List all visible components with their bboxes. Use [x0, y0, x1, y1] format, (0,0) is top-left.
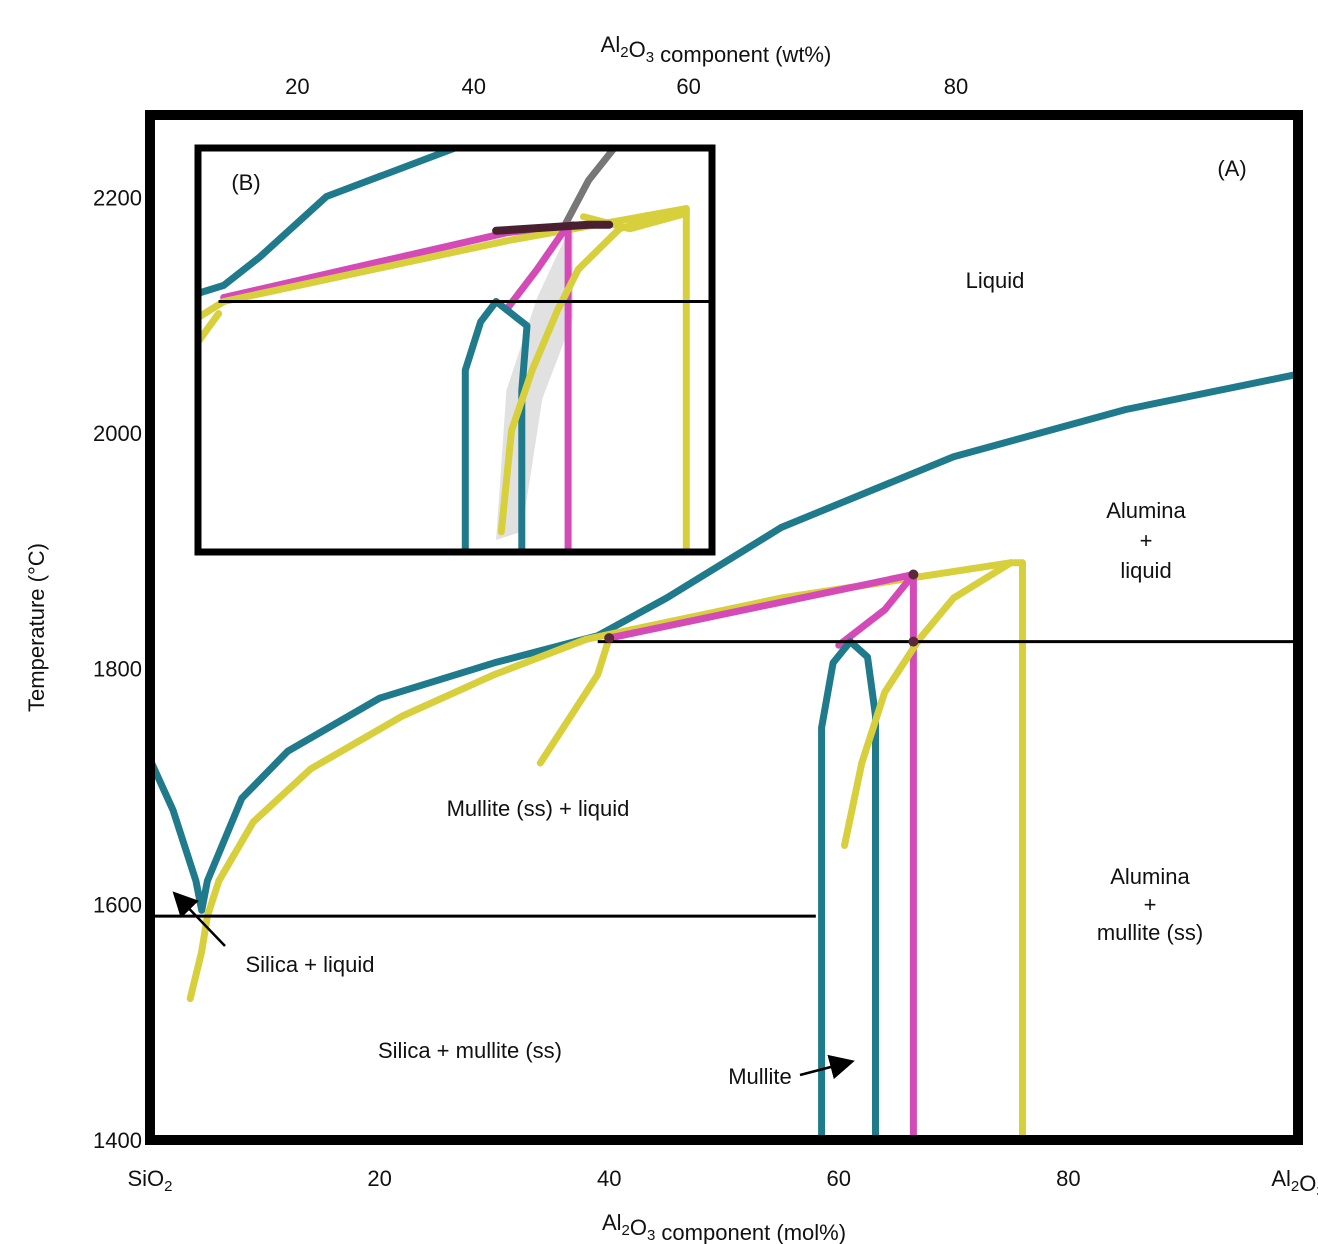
inset-frame	[194, 144, 716, 556]
inset-dark-segment	[492, 220, 614, 235]
gray-inset-curve	[559, 144, 618, 233]
region-alumina-liquid: liquid	[1120, 558, 1171, 583]
inset-panel: (B)	[194, 144, 716, 556]
yellow-phase-curve	[186, 559, 1015, 1003]
inset-background	[198, 148, 712, 552]
region-labels: (A) Liquid Alumina + liquid Mullite (ss) + li…	[172, 156, 1247, 1089]
top-tick-label: 40	[462, 74, 486, 99]
region-silica-liquid: Silica + liquid	[245, 952, 374, 977]
plot-frame	[145, 110, 1303, 1145]
magenta-inset-curve	[502, 221, 572, 556]
magenta-phase-curve	[605, 571, 917, 642]
y-tick-label: 1800	[93, 657, 142, 682]
inset-panel-label: (B)	[231, 170, 260, 195]
x-left-end-label: SiO2	[127, 1166, 172, 1195]
teal-inset-curve	[194, 144, 459, 297]
main-frame	[145, 110, 1303, 1145]
magenta-phase-curve	[835, 571, 917, 1144]
mullite-arrow	[799, 1054, 855, 1080]
teal-phase-curve	[818, 638, 879, 1144]
x-tick-label: 20	[367, 1166, 391, 1191]
y-tick-label: 2200	[93, 185, 142, 210]
region-alumina-mullite: +	[1144, 892, 1157, 917]
yellow-phase-curve	[536, 634, 613, 767]
top-tick-label: 60	[676, 74, 700, 99]
yellow-inset-curve	[497, 205, 690, 556]
x-tick-label: 60	[827, 1166, 851, 1191]
yellow-inset-curve	[580, 211, 685, 233]
tick-labels: 20 40 60 80 SiO2 Al2O3 20 40 60 80 1400 1600 1800 200…	[24, 32, 1318, 1244]
teal-inset-curve	[461, 298, 531, 556]
x-tick-label: 80	[1056, 1166, 1080, 1191]
phase-curves	[146, 370, 1302, 1144]
region-alumina-liquid: Alumina	[1106, 498, 1186, 523]
region-liquid: Liquid	[966, 268, 1025, 293]
teal-phase-curve	[146, 370, 1302, 914]
junction-point	[908, 569, 919, 580]
region-alumina-mullite: mullite (ss)	[1097, 920, 1203, 945]
region-alumina-mullite: Alumina	[1110, 864, 1190, 889]
region-silica-mullite: Silica + mullite (ss)	[378, 1038, 562, 1063]
yellow-phase-curve	[841, 559, 1026, 1144]
y-tick-label: 1600	[93, 892, 142, 917]
x-axis-title-top: Al2O3 component (wt%)	[601, 32, 832, 67]
region-alumina-liquid: +	[1140, 528, 1153, 553]
silica-liquid-arrow	[172, 891, 226, 947]
panel-label-main: (A)	[1217, 156, 1246, 181]
junction-point	[604, 633, 615, 644]
junction-point	[908, 636, 919, 647]
top-tick-label: 20	[285, 74, 309, 99]
y-axis-title: Temperature (°C)	[24, 543, 49, 712]
y-tick-label: 2000	[93, 421, 142, 446]
region-mullite: Mullite	[728, 1064, 792, 1089]
x-tick-label: 40	[597, 1166, 621, 1191]
region-mullite-liquid: Mullite (ss) + liquid	[447, 796, 630, 821]
x-right-end-label: Al2O3	[1271, 1166, 1318, 1200]
top-tick-label: 80	[944, 74, 968, 99]
x-axis-title-bottom: Al2O3 component (mol%)	[602, 1210, 846, 1244]
y-tick-label: 1400	[93, 1128, 142, 1153]
